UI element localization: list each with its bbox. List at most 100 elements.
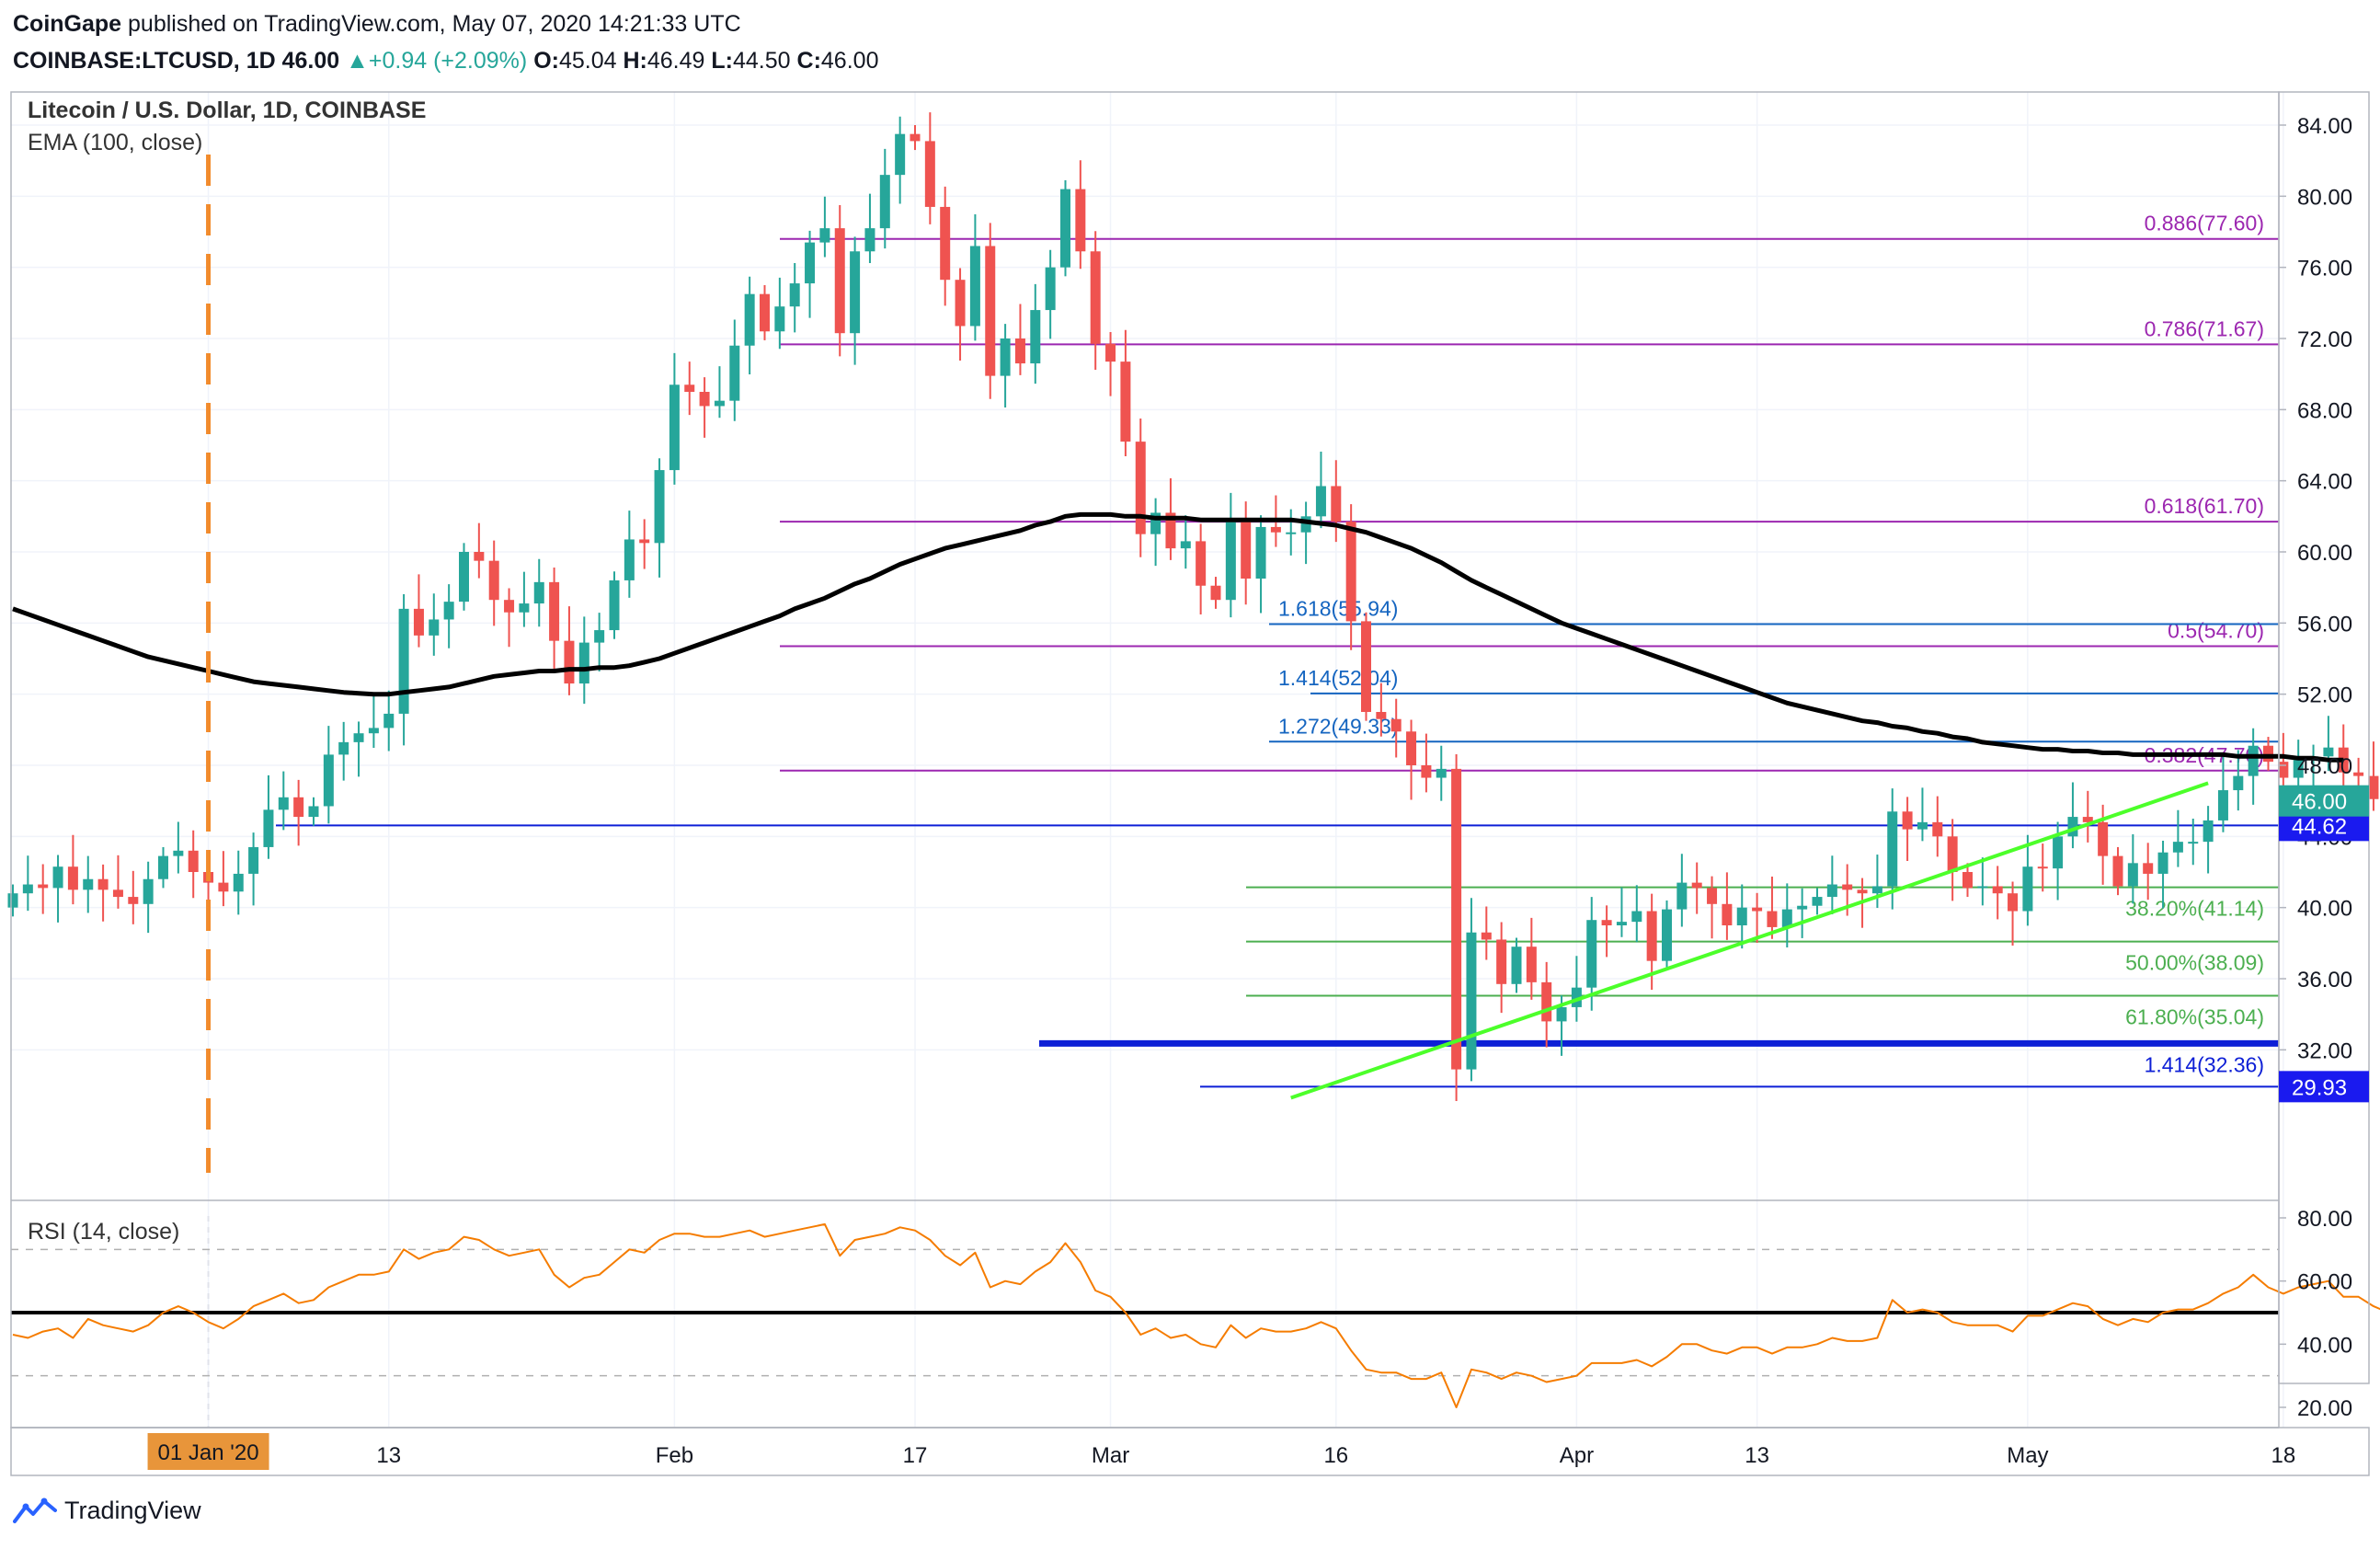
symbol-name[interactable]: COINBASE:LTCUSD, 1D (13, 48, 276, 74)
candle-body (2127, 863, 2138, 887)
candle-body (2263, 745, 2273, 763)
price-change: +0.94 (+2.09%) (368, 48, 528, 74)
candle-body (760, 293, 770, 332)
ohlc-close-label: C: (796, 48, 821, 74)
candle-body (1270, 526, 1281, 533)
candle-body (1165, 512, 1176, 549)
candle-body (353, 733, 364, 742)
y-tick-label: 40.00 (2297, 897, 2352, 922)
candle-body (1601, 920, 1612, 925)
candle-body (669, 384, 680, 471)
last-price-tag (2279, 785, 2369, 817)
candle-body (1030, 310, 1041, 364)
candle-body (7, 893, 18, 908)
grid (11, 92, 2284, 1428)
candle-body (1315, 486, 1326, 517)
candle-body (1526, 947, 1537, 982)
axes: 84.00 80.00 76.00 72.00 68.00 64.00 60.00 56.00… (10, 91, 2370, 1476)
candle-body (1481, 932, 1492, 940)
trend-line (1290, 781, 2209, 1100)
candle-body (2368, 775, 2379, 799)
candle-body (1616, 922, 1627, 925)
candle-body (1150, 512, 1161, 534)
candle-body (1556, 1006, 1567, 1022)
x-tick-label: 13 (376, 1443, 401, 1468)
candle-body (443, 602, 454, 620)
candle-body (2203, 820, 2214, 843)
price-tag-label: 29.93 (2292, 1075, 2347, 1100)
extension-label: 1.618(55.94) (1278, 596, 1398, 620)
candle-body (112, 889, 123, 898)
candle-body (338, 741, 349, 755)
candle-body (2293, 760, 2304, 778)
candle-body (97, 878, 109, 890)
candle-body (1196, 541, 1207, 586)
rsi-line (12, 1222, 2380, 1408)
y-tick-label: 52.00 (2297, 683, 2352, 708)
publisher-name[interactable]: CoinGape (13, 11, 122, 37)
candle-body (774, 306, 785, 332)
candle-body (549, 581, 560, 641)
publish-line: CoinGape published on TradingView.com, M… (13, 6, 2367, 42)
rsi-y-tick-label: 60.00 (2297, 1270, 2352, 1295)
candle-body (2188, 842, 2199, 844)
candle-body (1932, 821, 1943, 837)
chart-title: Litecoin / U.S. Dollar, 1D, COINBASE (28, 98, 426, 123)
fib-levels: 0.886(77.60) 0.786(71.67) 0.618(61.70) 0.5(… (276, 212, 2279, 1088)
ohlc-open: 45.04 (558, 48, 617, 74)
candle-body (654, 470, 665, 544)
candle-body (173, 850, 184, 856)
candle-body (805, 242, 816, 284)
candle-body (1045, 267, 1056, 311)
last-price: 46.00 (281, 48, 340, 74)
ema-100-line (12, 511, 2344, 763)
x-tick-label: 16 (1323, 1443, 1348, 1468)
ema-legend: EMA (100, close) (28, 130, 202, 155)
candle-body (1075, 189, 1086, 252)
retracement-label: 38.20%(41.14) (2125, 897, 2264, 921)
candle-body (1286, 532, 1297, 534)
candle-body (1826, 884, 1837, 898)
candle-body (323, 754, 334, 807)
candle-body (2037, 866, 2048, 869)
rsi-legend: RSI (14, close) (28, 1219, 179, 1245)
candle-body (1361, 621, 1371, 712)
candle-body (1105, 343, 1116, 362)
candle-body (368, 728, 379, 734)
tradingview-footer[interactable]: TradingView (13, 1497, 201, 1525)
candle-body (2233, 775, 2244, 791)
candle-body (2353, 772, 2364, 776)
candle-body (2278, 762, 2289, 778)
candle-body (22, 884, 33, 894)
fib-level-label: 0.618(61.70) (2145, 494, 2264, 518)
fib-level-label: 0.886(77.60) (2145, 212, 2264, 235)
candle-body (218, 882, 229, 892)
x-tick-label: Apr (1560, 1443, 1594, 1468)
candle-body (1631, 911, 1642, 923)
candle-body (910, 133, 921, 142)
candle-body (744, 293, 755, 346)
candle-body (1707, 888, 1718, 904)
candle-body (1646, 911, 1657, 961)
candle-body (1090, 251, 1101, 344)
y-tick-label: 80.00 (2297, 185, 2352, 210)
price-scale-frame (2278, 91, 2370, 1384)
candle-body (1060, 189, 1070, 268)
candles (7, 112, 2379, 1102)
rsi-y-tick-label: 40.00 (2297, 1333, 2352, 1358)
candle-body (158, 855, 168, 879)
candle-body (1120, 361, 1131, 442)
candle-body (2157, 852, 2168, 874)
candle-body (398, 608, 409, 714)
candle-body (2323, 747, 2334, 757)
candle-body (67, 866, 78, 890)
candle-body (1390, 718, 1402, 732)
candle-body (308, 806, 319, 818)
candle-body (1662, 909, 1672, 961)
candle-body (1541, 981, 1552, 1022)
candle-body (1180, 541, 1191, 549)
candle-body (1571, 987, 1582, 1007)
ohlc-low-label: L: (711, 48, 733, 74)
candle-body (2217, 790, 2228, 820)
